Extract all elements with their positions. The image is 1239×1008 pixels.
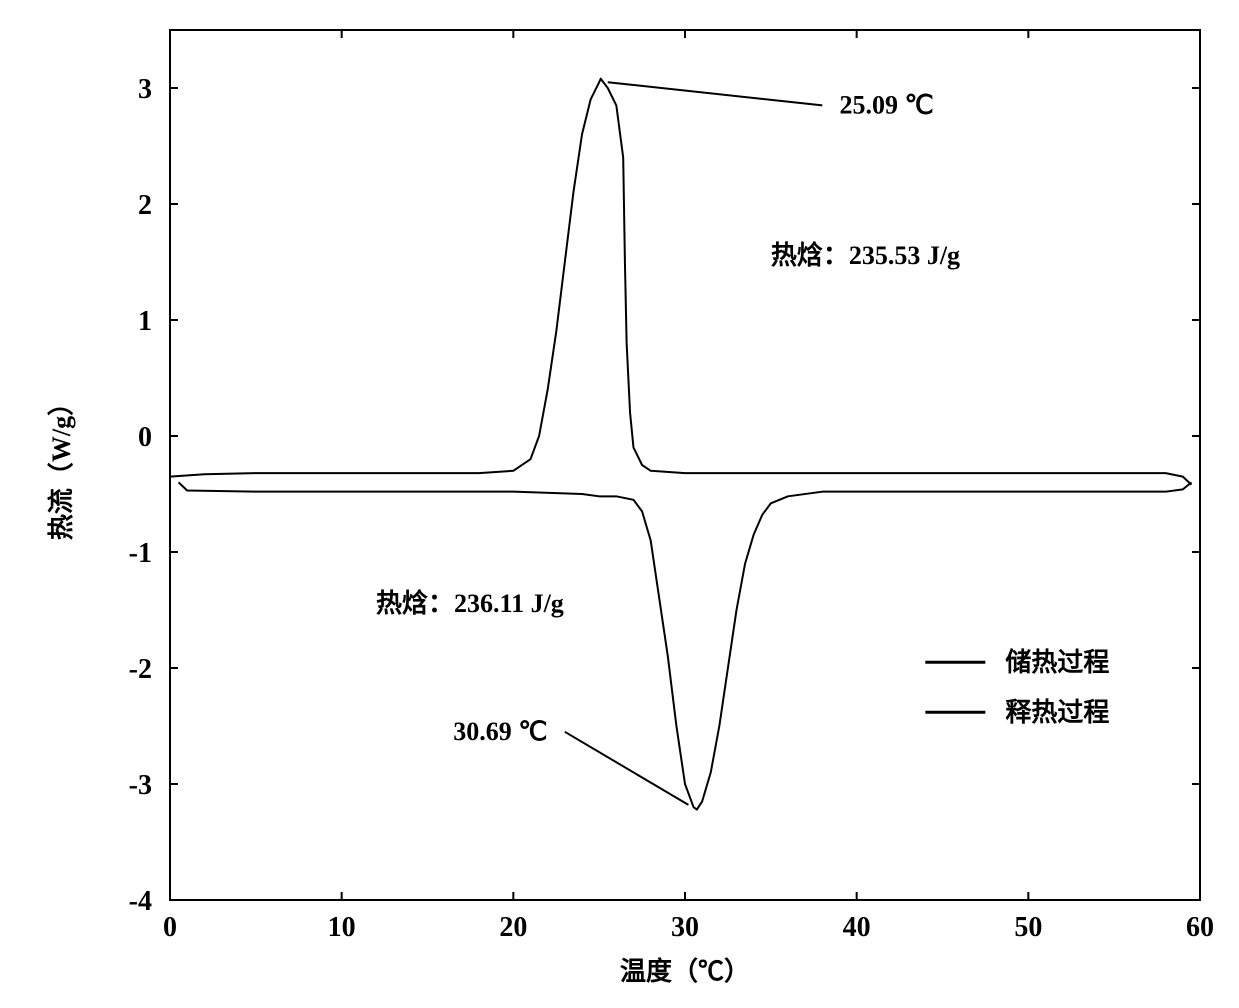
y-tick-label: 1	[138, 306, 152, 337]
y-tick-label: 0	[138, 422, 152, 453]
x-tick-label: 40	[843, 912, 871, 943]
annotation-text: 25.09 ℃	[840, 90, 934, 119]
annotation-text: 30.69 ℃	[453, 717, 547, 746]
series-line	[179, 482, 1192, 809]
x-tick-label: 10	[328, 912, 356, 943]
legend-label: 储热过程	[1005, 647, 1109, 677]
annotation-text: 热焓：236.11 J/g	[376, 588, 564, 618]
annotation-text: 热焓：235.53 J/g	[771, 240, 960, 270]
y-tick-label: 2	[138, 190, 152, 221]
y-tick-label: -4	[129, 886, 152, 917]
legend-label: 释热过程	[1005, 698, 1109, 727]
series-line	[170, 79, 1191, 485]
y-tick-label: -3	[129, 770, 152, 801]
plot-border	[170, 30, 1200, 900]
chart-svg: 0 10 20 30 40 50 60 -4 -3 -2 -1 0 1 2 3 温度（℃） 热流（W/g） 25.…	[0, 0, 1239, 1008]
x-tick-label: 20	[499, 912, 527, 943]
y-axis-label: 热流（W/g）	[47, 390, 76, 540]
y-tick-label: -1	[129, 538, 152, 569]
x-tick-label: 30	[671, 912, 699, 943]
annotation-leader	[608, 82, 823, 105]
y-tick-label: -2	[129, 654, 152, 685]
x-tick-label: 50	[1014, 912, 1042, 943]
y-tick-label: 3	[138, 74, 152, 105]
dsc-chart: 0 10 20 30 40 50 60 -4 -3 -2 -1 0 1 2 3 温度（℃） 热流（W/g） 25.…	[0, 0, 1239, 1008]
x-tick-label: 60	[1186, 912, 1214, 943]
x-tick-label: 0	[163, 912, 177, 943]
annotation-leader	[565, 732, 689, 805]
x-axis-label: 温度（℃）	[620, 956, 750, 986]
